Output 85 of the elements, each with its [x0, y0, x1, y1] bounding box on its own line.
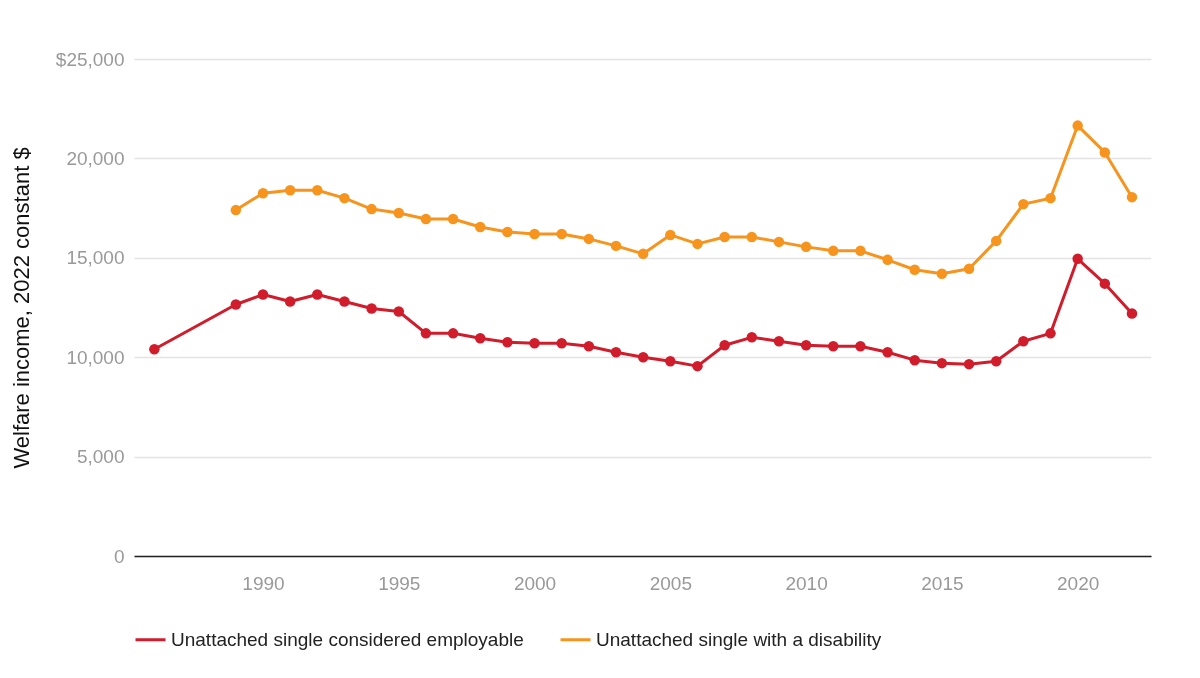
point: [475, 333, 486, 344]
point: [746, 231, 758, 243]
point: [1072, 120, 1083, 131]
point: [665, 229, 676, 241]
x-tick-label: 2010: [785, 572, 828, 594]
point: [502, 226, 513, 238]
y-tick-label: 15,000: [66, 247, 125, 269]
point: [610, 347, 622, 358]
point: [230, 204, 242, 216]
point: [882, 347, 893, 358]
point: [990, 355, 1002, 367]
point: [909, 264, 920, 275]
point: [637, 351, 649, 363]
point: [339, 192, 350, 204]
x-tick-label: 1995: [378, 572, 421, 594]
point: [312, 289, 323, 300]
point: [475, 221, 486, 233]
point: [502, 337, 513, 348]
point: [257, 289, 269, 300]
point: [556, 228, 567, 240]
y-tick-label: 0: [113, 545, 125, 567]
point: [963, 263, 975, 274]
point: [1072, 253, 1083, 265]
point: [828, 245, 839, 257]
point: [936, 268, 948, 279]
point: [855, 341, 866, 352]
point: [828, 341, 839, 352]
point: [855, 245, 866, 257]
point: [746, 332, 758, 343]
point: [610, 240, 622, 252]
point: [1018, 198, 1029, 210]
point: [257, 187, 269, 199]
point: [692, 360, 703, 372]
point: [366, 203, 377, 215]
point: [909, 354, 920, 366]
legend-label: Unattached single with a disability: [596, 628, 882, 650]
point: [583, 341, 595, 352]
point: [1045, 328, 1056, 339]
point: [637, 248, 649, 260]
point: [800, 340, 812, 351]
point: [447, 213, 459, 225]
point: [665, 355, 676, 367]
point: [230, 299, 242, 310]
point: [1018, 336, 1029, 347]
point: [529, 338, 540, 349]
point: [936, 357, 948, 369]
point: [556, 338, 567, 349]
y-tick-label: 5,000: [76, 446, 125, 468]
legend-label: Unattached single considered employable: [171, 628, 524, 650]
x-tick-label: 2020: [1057, 572, 1100, 594]
point: [692, 238, 703, 250]
point: [393, 207, 405, 219]
y-tick-label: 10,000: [66, 346, 125, 368]
y-tick-label: 20,000: [66, 147, 125, 169]
point: [529, 228, 540, 240]
point: [990, 235, 1002, 247]
point: [882, 254, 893, 266]
point: [284, 296, 296, 307]
point: [1126, 191, 1138, 203]
point: [284, 184, 296, 196]
point: [312, 184, 323, 196]
point: [420, 213, 432, 225]
x-tick-label: 2005: [649, 572, 692, 594]
point: [366, 303, 377, 314]
point: [719, 231, 730, 243]
point: [1045, 192, 1056, 204]
point: [149, 344, 160, 355]
point: [1099, 147, 1111, 158]
point: [800, 241, 812, 253]
point: [773, 336, 785, 347]
point: [773, 236, 785, 248]
y-tick-label: $25,000: [55, 48, 125, 70]
x-tick-label: 2000: [513, 572, 557, 594]
point: [1126, 308, 1138, 319]
point: [583, 233, 595, 245]
y-axis-title: Welfare income, 2022 constant $: [8, 147, 34, 469]
x-tick-label: 2015: [921, 572, 964, 594]
point: [420, 328, 432, 339]
point: [719, 340, 730, 351]
point: [393, 306, 405, 317]
point: [1099, 278, 1111, 289]
point: [963, 358, 975, 370]
point: [447, 328, 459, 339]
x-tick-label: 1990: [242, 572, 285, 594]
point: [339, 296, 350, 307]
